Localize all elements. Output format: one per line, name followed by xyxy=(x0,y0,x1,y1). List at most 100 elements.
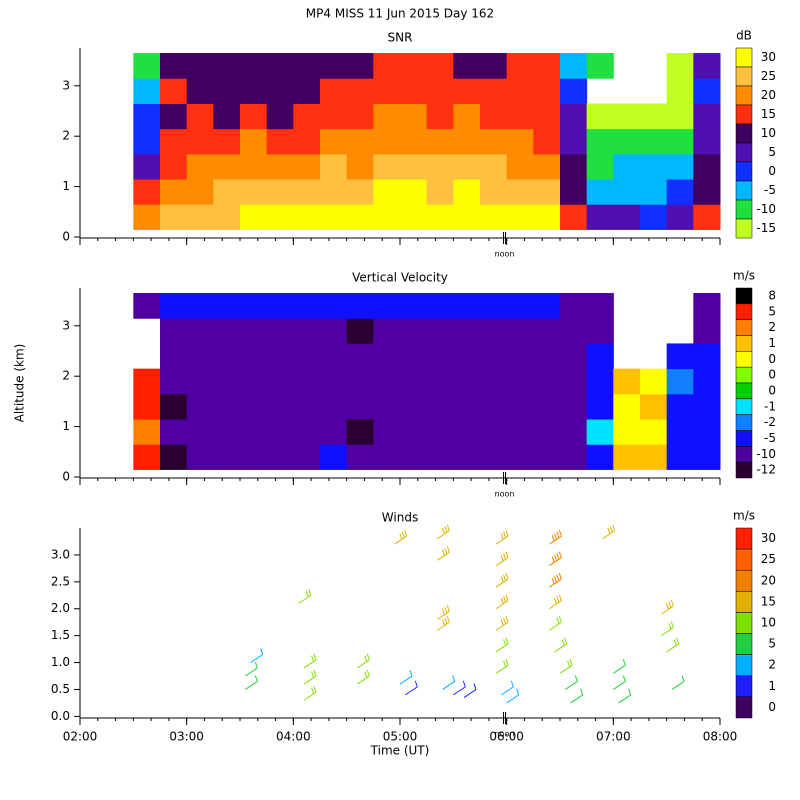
heat-cell xyxy=(346,179,374,205)
heat-cell xyxy=(506,103,534,130)
heat-cell xyxy=(346,103,374,130)
heat-cell xyxy=(693,343,721,370)
colorbar-swatch xyxy=(735,548,753,571)
heat-cell xyxy=(426,343,454,370)
heat-cell xyxy=(560,53,588,79)
page-title: MP4 MISS 11 Jun 2015 Day 162 xyxy=(306,7,494,21)
heat-cell xyxy=(346,419,374,445)
heat-cell xyxy=(266,179,294,205)
wind-barb xyxy=(495,529,509,545)
wind-barb xyxy=(245,661,258,677)
colorbar-swatch xyxy=(735,696,753,719)
heat-cell xyxy=(373,368,401,395)
heat-cell xyxy=(266,153,294,180)
x-tick-label: 02:00 xyxy=(63,730,98,744)
heat-cell xyxy=(293,444,321,470)
wind-barb xyxy=(554,637,568,653)
heat-cell xyxy=(213,368,241,395)
noon-label: noon xyxy=(495,490,515,499)
heat-cell xyxy=(133,293,161,319)
heat-cell xyxy=(560,318,588,344)
colorbar-swatch xyxy=(735,199,753,220)
heat-cell xyxy=(693,103,721,130)
heat-cell xyxy=(213,78,241,104)
wind-barb xyxy=(442,675,456,690)
heat-cell xyxy=(160,419,188,445)
heat-cell xyxy=(640,179,668,205)
heat-cell xyxy=(480,128,508,155)
wind-barb xyxy=(394,529,408,545)
wind-barb xyxy=(495,637,509,653)
heat-cell xyxy=(586,153,614,180)
heat-cell xyxy=(320,444,348,470)
heat-cell xyxy=(240,368,268,395)
heat-cell xyxy=(613,419,641,445)
heat-cell xyxy=(453,318,481,344)
colorbar-swatch xyxy=(735,446,753,463)
x-tick-label: 03:00 xyxy=(169,730,204,744)
heat-cell xyxy=(533,53,561,79)
heat-cell xyxy=(586,103,614,130)
heat-cell xyxy=(586,293,614,319)
wind-barb xyxy=(437,616,450,631)
heat-cell xyxy=(453,204,481,230)
heat-cell xyxy=(693,393,721,420)
colorbar-label: -10 xyxy=(756,202,776,216)
wind-barb xyxy=(565,675,578,690)
heat-cell xyxy=(160,393,188,420)
heat-cell xyxy=(133,78,161,104)
heat-cell xyxy=(293,179,321,205)
heat-cell xyxy=(533,393,561,420)
heat-cell xyxy=(426,179,454,205)
wind-barb xyxy=(298,589,312,604)
heat-cell xyxy=(160,368,188,395)
heat-cell xyxy=(186,204,214,230)
heat-cell xyxy=(133,419,161,445)
wind-barb xyxy=(671,675,685,690)
heat-cell xyxy=(293,153,321,180)
colorbar-swatch xyxy=(735,612,753,634)
heat-cell xyxy=(240,343,268,370)
y-tick-label: 2.5 xyxy=(51,574,70,588)
heat-cell xyxy=(346,444,374,470)
heat-cell xyxy=(613,153,641,180)
colorbar-label: 5 xyxy=(768,304,776,318)
heat-cell xyxy=(666,368,694,395)
heat-cell xyxy=(133,103,161,130)
wind-barb xyxy=(303,686,317,701)
y-axis-label: Altitude (km) xyxy=(13,344,27,423)
heat-cell xyxy=(560,343,588,370)
heat-cell xyxy=(506,419,534,445)
heat-cell xyxy=(320,293,348,319)
colorbar-label: -10 xyxy=(756,447,776,461)
colorbar-swatch xyxy=(735,654,753,677)
heat-cell xyxy=(533,343,561,370)
heat-cell xyxy=(320,128,348,155)
heat-cell xyxy=(480,293,508,319)
heat-cell xyxy=(400,343,428,370)
heat-cell xyxy=(453,53,481,79)
heat-cell xyxy=(640,103,668,130)
heat-cell xyxy=(320,153,348,180)
heat-cell xyxy=(693,204,721,230)
heat-cell xyxy=(186,393,214,420)
heat-cell xyxy=(133,53,161,79)
heat-cell xyxy=(160,103,188,130)
heat-cell xyxy=(453,419,481,445)
heat-cell xyxy=(133,153,161,180)
heat-cell xyxy=(293,343,321,370)
y-tick-label: 0.5 xyxy=(51,682,70,696)
heat-cell xyxy=(480,368,508,395)
heat-cell xyxy=(266,368,294,395)
y-tick-label: 3 xyxy=(62,318,70,332)
colorbar-label: 0 xyxy=(768,164,776,178)
heat-cell xyxy=(666,53,694,79)
heat-cell xyxy=(533,293,561,319)
heat-cell xyxy=(426,103,454,130)
heat-cell xyxy=(240,419,268,445)
heat-cell xyxy=(293,128,321,155)
heat-cell xyxy=(586,204,614,230)
heat-cell xyxy=(533,444,561,470)
heat-cell xyxy=(373,419,401,445)
heat-cell xyxy=(160,153,188,180)
